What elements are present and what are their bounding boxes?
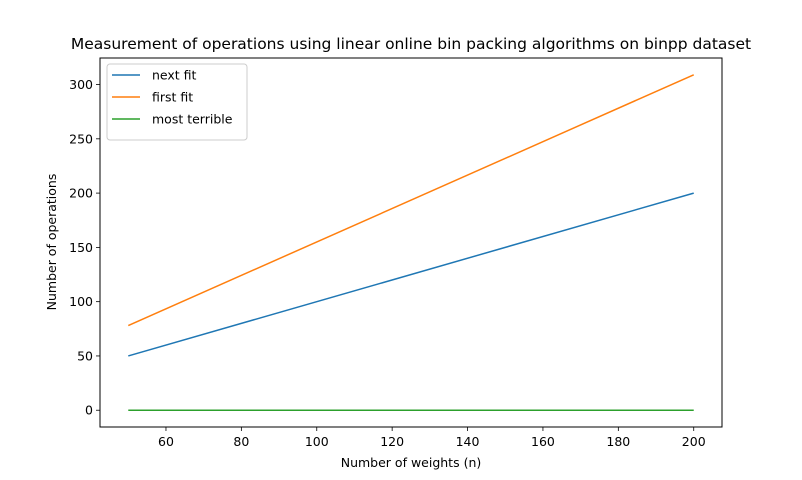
x-tick-label: 120 [380,434,404,449]
plot-frame [99,57,723,428]
y-axis: 0 50 100 150 200 250 300 [69,77,100,418]
series-line-first-fit [127,74,695,327]
y-tick-label: 250 [69,131,93,146]
y-tick-label: 300 [69,77,93,92]
y-tick-label: 50 [77,348,93,363]
x-tick-label: 100 [305,434,329,449]
y-tick-label: 150 [69,240,93,255]
x-tick-label: 80 [233,434,249,449]
x-tick-label: 180 [606,434,630,449]
y-axis-label: Number of operations [44,174,59,311]
x-tick-label: 200 [682,434,706,449]
legend-label-next-fit: next fit [152,68,197,83]
legend-label-first-fit: first fit [152,90,193,105]
legend: next fit first fit most terrible [106,63,248,141]
x-axis-label: Number of weights (n) [341,455,482,470]
legend-box [106,63,248,141]
chart-title: Measurement of operations using linear o… [71,35,751,53]
y-tick-label: 200 [69,186,93,201]
plot-area [127,74,695,411]
x-axis: 60 80 100 120 140 160 180 200 [158,427,706,449]
x-tick-label: 60 [158,434,174,449]
y-tick-label: 100 [69,294,93,309]
legend-label-most-terrible: most terrible [152,112,233,127]
y-tick-label: 0 [85,403,93,418]
x-tick-label: 160 [531,434,555,449]
series-line-next-fit [128,192,694,357]
x-tick-label: 140 [456,434,480,449]
